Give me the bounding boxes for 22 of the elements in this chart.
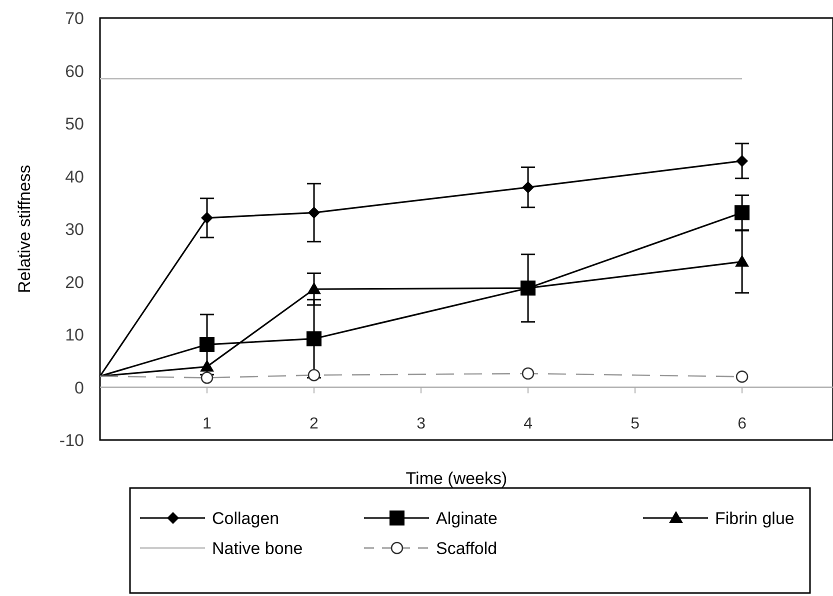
y-axis-title: Relative stiffness	[15, 164, 34, 294]
y-tick-label: 60	[65, 62, 84, 81]
legend-label: Alginate	[436, 509, 498, 528]
y-tick-label: 50	[65, 114, 84, 134]
x-tick-label: 5	[630, 415, 640, 432]
legend-label: Scaffold	[436, 539, 498, 558]
legend-label: Collagen	[212, 509, 280, 528]
x-axis-title: Time (weeks)	[406, 469, 508, 488]
x-tick-label: 6	[738, 415, 747, 432]
legend-label: Native bone	[212, 539, 303, 558]
y-tick-label: 70	[65, 9, 84, 28]
y-tick-label: -10	[59, 431, 84, 450]
x-tick-label: 3	[416, 415, 426, 432]
y-tick-label: 20	[65, 272, 84, 292]
legend-label: Fibrin glue	[715, 509, 794, 528]
x-tick-label: 2	[310, 415, 319, 432]
x-tick-label: 4	[524, 415, 533, 432]
x-tick-label: 1	[202, 415, 212, 432]
y-tick-label: 30	[65, 220, 84, 239]
y-tick-label: 0	[74, 378, 84, 398]
y-tick-label: 10	[65, 326, 84, 344]
y-tick-label: 40	[65, 167, 84, 186]
